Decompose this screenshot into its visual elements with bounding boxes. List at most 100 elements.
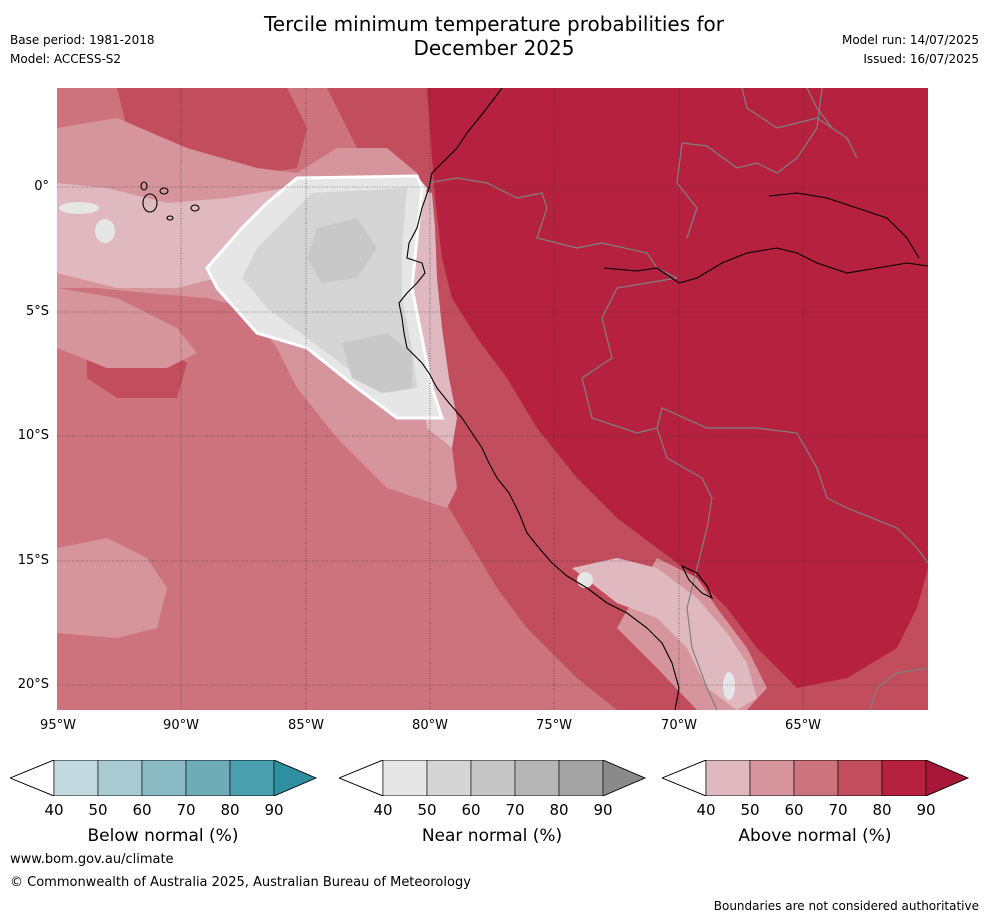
legend-tick: 70 — [505, 801, 525, 819]
border-line — [426, 177, 678, 279]
copyright-notice: © Commonwealth of Australia 2025, Austra… — [10, 875, 471, 890]
island — [159, 187, 169, 195]
below-normal-legend — [8, 759, 318, 800]
island — [142, 193, 158, 213]
above-normal-40-region — [57, 183, 317, 288]
border-line — [869, 667, 928, 710]
coastline — [398, 88, 680, 710]
legend-tick: 70 — [176, 801, 196, 819]
lon-tick-label: 70°W — [661, 718, 697, 733]
island — [190, 204, 200, 212]
colorbar-cell — [749, 759, 795, 797]
island — [140, 181, 148, 191]
legend-tick: 80 — [872, 801, 892, 819]
legend-tick: 50 — [88, 801, 108, 819]
probability-map — [57, 88, 928, 710]
legend-tick: 60 — [132, 801, 152, 819]
legend-tick: 90 — [264, 801, 284, 819]
colorbar-cell — [426, 759, 472, 797]
lon-tick-label: 65°W — [785, 718, 821, 733]
below-normal-legend-title: Below normal (%) — [87, 826, 239, 846]
river-branch — [768, 192, 920, 259]
above-normal-50-region — [57, 288, 197, 368]
colorbar-cell — [229, 759, 275, 797]
border-line — [741, 88, 858, 159]
map-title-line-1: Tercile minimum temperature probabilitie… — [263, 12, 725, 36]
colorbar-cell — [141, 759, 187, 797]
lon-tick-label: 80°W — [412, 718, 448, 733]
legend-tick: 50 — [740, 801, 760, 819]
colorbar-cell — [382, 759, 428, 797]
near-normal-60-region — [342, 333, 412, 393]
border-line — [681, 88, 823, 174]
above-normal-70-region — [117, 88, 307, 178]
colorbar-cell — [53, 759, 99, 797]
legend-tick: 60 — [784, 801, 804, 819]
lon-tick-label: 75°W — [536, 718, 572, 733]
colorbar-cell — [837, 759, 883, 797]
colorbar-cell — [705, 759, 751, 797]
lat-tick-label: 5°S — [25, 304, 49, 319]
below-normal-colorbar — [8, 759, 318, 797]
legend-tick: 90 — [916, 801, 936, 819]
near-normal-patch — [95, 219, 115, 243]
colorbar-under-triangle — [8, 759, 55, 797]
legend-tick: 70 — [828, 801, 848, 819]
legend-tick: 40 — [696, 801, 716, 819]
colorbar-cell — [793, 759, 839, 797]
near-normal-patch — [577, 572, 593, 588]
base-period-label: Base period: 1981-2018 — [10, 33, 155, 47]
lat-tick-label: 10°S — [17, 428, 49, 443]
near-normal-patch — [723, 672, 735, 700]
legend-tick: 80 — [549, 801, 569, 819]
colorbar-over-triangle — [925, 759, 969, 797]
colorbar-under-triangle — [337, 759, 384, 797]
legend-tick: 90 — [593, 801, 613, 819]
colorbar-cell — [514, 759, 560, 797]
near-normal-60-region — [307, 218, 377, 283]
border-line — [676, 142, 698, 239]
colorbar-cell — [881, 759, 927, 797]
legend-tick: 40 — [373, 801, 393, 819]
legend-tick: 80 — [220, 801, 240, 819]
colorbar-under-triangle — [660, 759, 707, 797]
near-normal-patch — [59, 202, 99, 214]
amazon-river — [603, 247, 928, 284]
map-canvas — [57, 88, 928, 710]
border-line — [806, 88, 833, 129]
border-line — [656, 427, 718, 710]
near-normal-colorbar — [337, 759, 647, 797]
lake-titicaca — [680, 564, 714, 600]
legend-tick: 60 — [461, 801, 481, 819]
colorbar-over-triangle — [273, 759, 317, 797]
lon-tick-label: 85°W — [288, 718, 324, 733]
above-normal-legend-title: Above normal (%) — [738, 826, 892, 846]
colorbar-cell — [558, 759, 604, 797]
map-title: Tercile minimum temperature probabilitie… — [0, 12, 988, 60]
lon-tick-label: 90°W — [163, 718, 199, 733]
boundary-disclaimer: Boundaries are not considered authoritat… — [713, 899, 979, 913]
colorbar-cell — [97, 759, 143, 797]
colorbar-cell — [185, 759, 231, 797]
model-run-label: Model run: 14/07/2025 — [841, 33, 979, 47]
above-normal-40-region — [572, 558, 757, 710]
lat-tick-label: 0° — [34, 179, 49, 194]
lon-tick-label: 95°W — [40, 718, 76, 733]
near-normal-legend-title: Near normal (%) — [421, 826, 563, 846]
legend-tick: 50 — [417, 801, 437, 819]
colorbar-cell — [470, 759, 516, 797]
lat-tick-label: 20°S — [17, 677, 49, 692]
issued-label: Issued: 16/07/2025 — [863, 52, 979, 66]
above-normal-50-region — [57, 538, 167, 638]
border-line — [581, 277, 928, 564]
above-normal-colorbar — [660, 759, 970, 797]
lat-tick-label: 15°S — [17, 553, 49, 568]
model-label: Model: ACCESS-S2 — [10, 52, 122, 66]
colorbar-over-triangle — [602, 759, 646, 797]
country-borders — [426, 88, 928, 710]
website-url: www.bom.gov.au/climate — [10, 852, 174, 867]
near-normal-legend — [337, 759, 647, 800]
above-normal-legend — [660, 759, 970, 800]
island — [166, 215, 174, 221]
legend-tick: 40 — [44, 801, 64, 819]
